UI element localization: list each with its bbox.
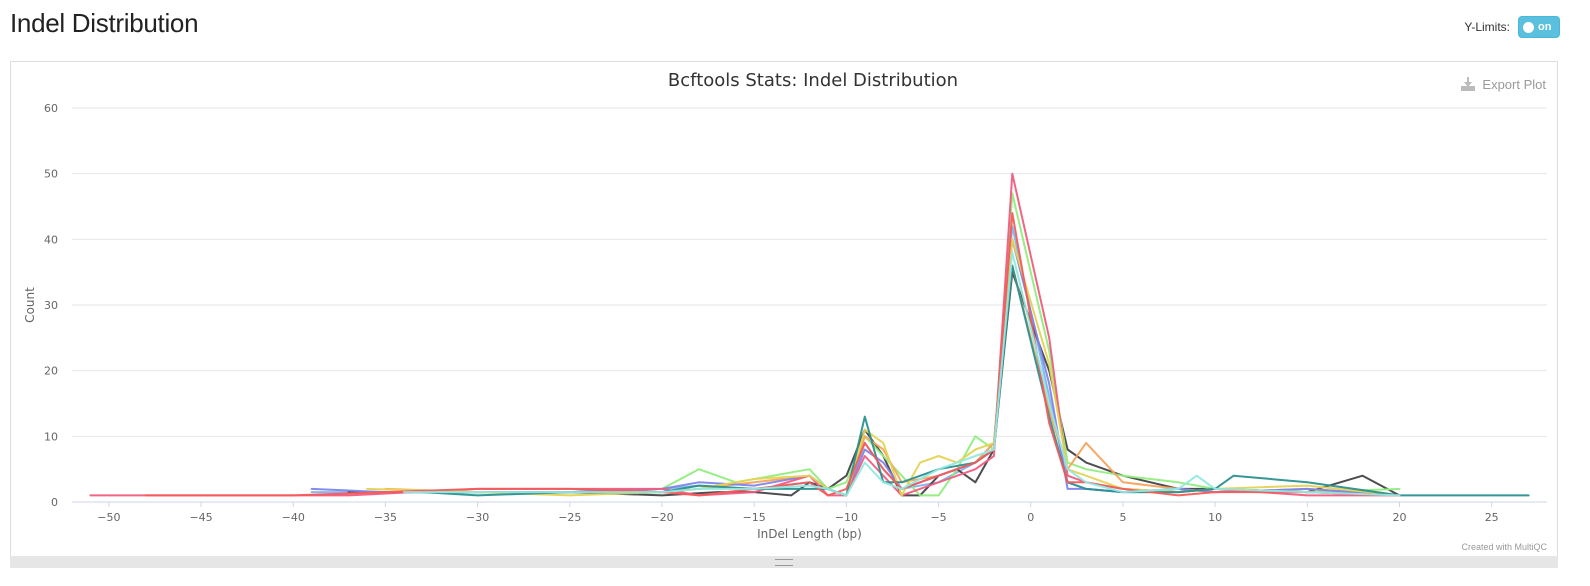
series-line-2 — [347, 271, 1401, 497]
x-tick-label: −15 — [743, 511, 766, 524]
y-limits-toggle[interactable]: on — [1518, 16, 1560, 38]
resize-handle[interactable] — [10, 556, 1558, 568]
y-tick-label: 50 — [44, 168, 58, 181]
series-line-10 — [402, 251, 1401, 497]
series-line-9 — [144, 212, 1401, 497]
x-tick-label: 20 — [1393, 511, 1407, 524]
y-tick-label: 20 — [44, 365, 58, 378]
x-tick-label: 25 — [1485, 511, 1499, 524]
y-tick-label: 40 — [44, 233, 58, 246]
grip-icon — [775, 558, 793, 566]
series-line-6 — [89, 172, 1401, 497]
x-tick-label: −30 — [466, 511, 489, 524]
y-tick-label: 30 — [44, 299, 58, 312]
y-axis-label: Count — [23, 287, 37, 323]
series-line-8 — [421, 264, 1530, 497]
x-tick-label: 5 — [1119, 511, 1126, 524]
x-tick-label: −10 — [835, 511, 858, 524]
export-plot-label: Export Plot — [1482, 76, 1546, 92]
x-tick-label: 15 — [1300, 511, 1314, 524]
export-plot-button[interactable]: Export Plot — [1460, 76, 1546, 92]
toggle-state-label: on — [1538, 21, 1552, 33]
x-tick-label: 0 — [1027, 511, 1034, 524]
y-tick-label: 0 — [51, 496, 58, 509]
y-tick-label: 10 — [44, 430, 58, 443]
x-axis-label: InDel Length (bp) — [757, 527, 862, 541]
series-line-4 — [384, 264, 1401, 497]
x-tick-label: −5 — [930, 511, 946, 524]
x-tick-label: −40 — [282, 511, 305, 524]
created-with-credit: Created with MultiQC — [1461, 542, 1547, 552]
y-tick-label: 60 — [44, 102, 58, 115]
x-tick-label: −35 — [374, 511, 397, 524]
toggle-knob — [1523, 21, 1534, 33]
download-icon — [1461, 77, 1476, 91]
y-limits-control: Y-Limits: on — [1464, 16, 1560, 38]
series-line-7 — [366, 238, 1401, 497]
x-tick-label: 10 — [1208, 511, 1222, 524]
y-limits-label: Y-Limits: — [1464, 20, 1510, 34]
page-title: Indel Distribution — [10, 8, 199, 38]
chart-title: Bcftools Stats: Indel Distribution — [668, 70, 958, 91]
x-tick-label: −20 — [650, 511, 673, 524]
x-tick-label: −25 — [558, 511, 581, 524]
x-tick-label: −50 — [97, 511, 120, 524]
x-tick-label: −45 — [189, 511, 212, 524]
